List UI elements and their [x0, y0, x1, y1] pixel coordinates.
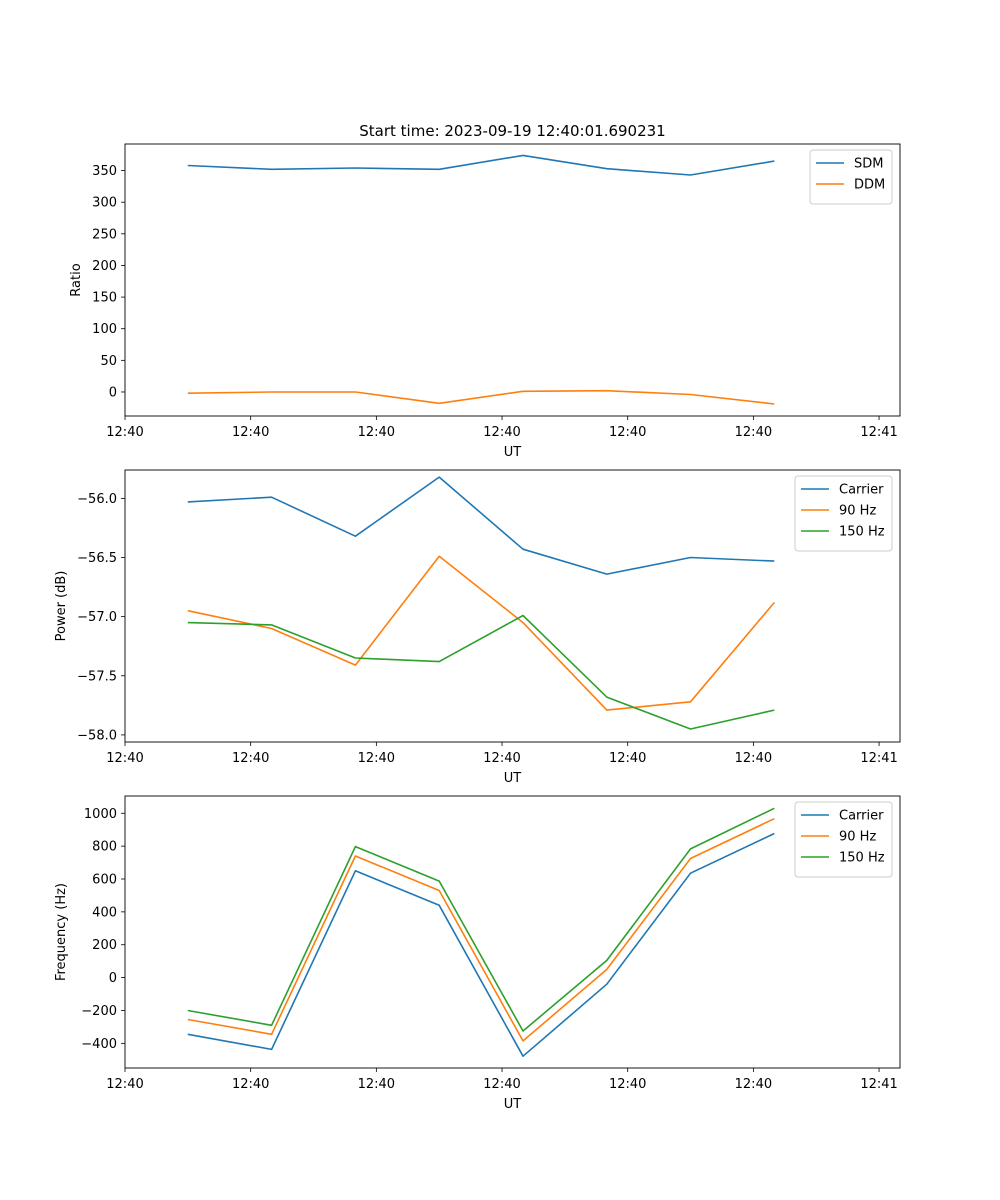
y-tick-label: 0 [109, 385, 117, 400]
series-line-carrier [187, 476, 775, 575]
legend-label: 90 Hz [839, 504, 876, 519]
y-tick-label: 1000 [84, 807, 117, 822]
series-line-90-hz [187, 817, 775, 1042]
y-tick-label: 400 [92, 905, 117, 920]
series-line-90-hz [187, 555, 775, 711]
axes-frame [124, 795, 901, 1069]
x-tick-label: 12:40 [232, 425, 269, 440]
y-tick-label: −200 [81, 1004, 117, 1019]
x-axis-label: UT [504, 771, 522, 786]
y-tick-label: 800 [92, 840, 117, 855]
y-tick-label: 200 [92, 938, 117, 953]
x-tick-label: 12:40 [358, 1077, 395, 1092]
y-tick-label: 250 [92, 227, 117, 242]
chart-panel-3: 12:40 12:40 12:40 12:40 12:40 12:40 12:41 −400 −… [54, 795, 901, 1112]
y-tick-label: −57.0 [77, 610, 117, 625]
y-tick-label: −57.5 [77, 669, 117, 684]
legend-label: 150 Hz [839, 851, 885, 866]
series-line-150-hz [187, 807, 775, 1032]
legend-label: Carrier [839, 809, 884, 824]
y-axis-label: Power (dB) [54, 571, 69, 642]
legend-label: SDM [854, 157, 883, 172]
x-tick-label: 12:40 [483, 425, 520, 440]
legend-label: Carrier [839, 483, 884, 498]
axes-frame [124, 469, 901, 743]
y-tick-label: −56.0 [77, 492, 117, 507]
axes-frame [124, 143, 901, 417]
legend: Carrier 90 Hz 150 Hz [794, 801, 893, 878]
series-line-ddm [187, 389, 775, 405]
x-tick-label: 12:40 [358, 751, 395, 766]
y-tick-label: −56.5 [77, 551, 117, 566]
x-tick-label: 12:40 [735, 425, 772, 440]
chart-panel-2: 12:40 12:40 12:40 12:40 12:40 12:40 12:41 −58.0… [54, 469, 901, 786]
x-tick-label: 12:40 [232, 1077, 269, 1092]
chart-panel-1: 12:40 12:40 12:40 12:40 12:40 12:40 12:41 0 50 10… [69, 143, 901, 460]
x-tick-label: 12:40 [106, 751, 143, 766]
series-line-sdm [187, 154, 775, 176]
y-tick-label: 0 [109, 971, 117, 986]
legend-box [794, 475, 893, 552]
legend-box [794, 801, 893, 878]
x-tick-label: 12:40 [609, 425, 646, 440]
panels: 12:40 12:40 12:40 12:40 12:40 12:40 12:41 0 50 10… [54, 143, 901, 1112]
x-tick-label: 12:40 [609, 1077, 646, 1092]
y-axis-label: Ratio [69, 263, 84, 296]
x-tick-label: 12:41 [860, 425, 897, 440]
x-tick-label: 12:40 [609, 751, 646, 766]
x-tick-label: 12:40 [106, 425, 143, 440]
y-tick-label: 100 [92, 322, 117, 337]
y-tick-label: −58.0 [77, 728, 117, 743]
y-tick-label: 150 [92, 291, 117, 306]
y-axis-label: Frequency (Hz) [54, 883, 69, 981]
y-tick-label: 600 [92, 872, 117, 887]
y-tick-label: 200 [92, 259, 117, 274]
x-tick-label: 12:40 [483, 751, 520, 766]
x-tick-label: 12:40 [483, 1077, 520, 1092]
series-line-150-hz [187, 614, 775, 730]
series-line-carrier [187, 832, 775, 1057]
y-tick-label: 300 [92, 196, 117, 211]
x-tick-label: 12:41 [860, 751, 897, 766]
x-axis-label: UT [504, 445, 522, 460]
x-axis-label: UT [504, 1097, 522, 1112]
x-tick-label: 12:40 [106, 1077, 143, 1092]
x-tick-label: 12:41 [860, 1077, 897, 1092]
legend-label: 150 Hz [839, 525, 885, 540]
figure-title: Start time: 2023-09-19 12:40:01.690231 [359, 122, 665, 140]
legend-label: DDM [854, 178, 885, 193]
legend: Carrier 90 Hz 150 Hz [794, 475, 893, 552]
x-tick-label: 12:40 [232, 751, 269, 766]
x-tick-label: 12:40 [735, 751, 772, 766]
x-tick-label: 12:40 [358, 425, 395, 440]
y-tick-label: 350 [92, 164, 117, 179]
y-tick-label: 50 [100, 354, 117, 369]
legend-label: 90 Hz [839, 830, 876, 845]
x-tick-label: 12:40 [735, 1077, 772, 1092]
legend: SDM DDM [809, 149, 893, 205]
y-tick-label: −400 [81, 1037, 117, 1052]
